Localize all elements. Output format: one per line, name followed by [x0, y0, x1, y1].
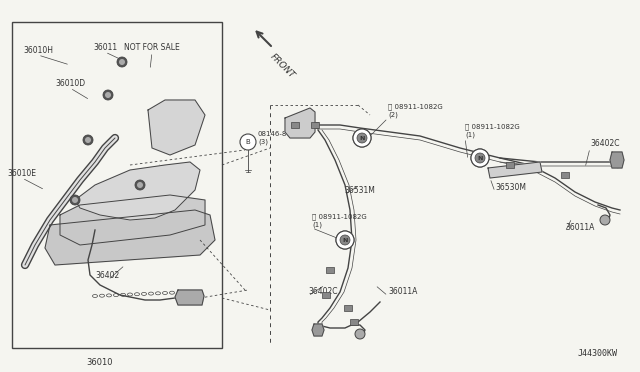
Circle shape: [336, 231, 354, 249]
Circle shape: [336, 231, 354, 249]
Text: N: N: [342, 237, 348, 243]
Text: 36011A: 36011A: [388, 287, 417, 296]
Text: B: B: [246, 139, 250, 145]
Bar: [322, 292, 330, 298]
Text: 36010D: 36010D: [55, 79, 85, 88]
Circle shape: [70, 195, 80, 205]
Bar: [12, 22, 222, 348]
Circle shape: [117, 57, 127, 67]
Circle shape: [353, 129, 371, 147]
Text: 36402C: 36402C: [590, 139, 620, 148]
Bar: [312, 122, 318, 128]
Circle shape: [240, 134, 256, 150]
Polygon shape: [285, 108, 315, 138]
Bar: [506, 162, 514, 168]
Circle shape: [475, 153, 485, 163]
Circle shape: [135, 180, 145, 190]
Circle shape: [103, 90, 113, 100]
Polygon shape: [60, 195, 205, 245]
Bar: [326, 267, 334, 273]
Circle shape: [600, 215, 610, 225]
Text: Ⓝ 08911-1082G
(2): Ⓝ 08911-1082G (2): [388, 104, 443, 118]
Text: 36011: 36011: [93, 43, 117, 52]
Polygon shape: [610, 152, 624, 168]
Bar: [287, 122, 293, 128]
Bar: [311, 122, 319, 128]
Circle shape: [105, 92, 111, 98]
Circle shape: [340, 235, 350, 245]
Text: J44300KW: J44300KW: [578, 349, 618, 358]
Text: 36010H: 36010H: [23, 46, 53, 55]
Circle shape: [471, 149, 489, 167]
Polygon shape: [148, 100, 205, 155]
Circle shape: [353, 129, 371, 147]
Text: NOT FOR SALE: NOT FOR SALE: [124, 43, 180, 52]
Bar: [350, 319, 358, 325]
Text: N: N: [359, 135, 365, 141]
Text: N: N: [477, 155, 483, 160]
Polygon shape: [488, 162, 542, 178]
Text: 36011A: 36011A: [565, 223, 595, 232]
Circle shape: [355, 329, 365, 339]
Circle shape: [119, 59, 125, 65]
Text: 36530M: 36530M: [495, 183, 526, 192]
Polygon shape: [312, 324, 324, 336]
Bar: [344, 305, 352, 311]
Circle shape: [137, 182, 143, 188]
Circle shape: [85, 137, 91, 143]
Bar: [561, 172, 569, 178]
Circle shape: [83, 135, 93, 145]
Text: 36010E: 36010E: [8, 169, 36, 178]
Text: 36402C: 36402C: [308, 287, 337, 296]
Polygon shape: [175, 290, 204, 305]
Text: 36531M: 36531M: [344, 186, 375, 195]
Circle shape: [72, 197, 78, 203]
Text: 36402: 36402: [96, 271, 120, 280]
Text: FRONT: FRONT: [268, 52, 296, 80]
Bar: [291, 122, 299, 128]
Circle shape: [357, 133, 367, 143]
Polygon shape: [75, 162, 200, 220]
Text: Ⓝ 08911-1082G
(1): Ⓝ 08911-1082G (1): [465, 124, 520, 138]
Text: 36010: 36010: [87, 358, 113, 367]
Text: 08146-8162G
(3): 08146-8162G (3): [258, 131, 306, 145]
Text: Ⓝ 08911-1082G
(1): Ⓝ 08911-1082G (1): [312, 214, 367, 228]
Polygon shape: [45, 210, 215, 265]
Circle shape: [471, 149, 489, 167]
